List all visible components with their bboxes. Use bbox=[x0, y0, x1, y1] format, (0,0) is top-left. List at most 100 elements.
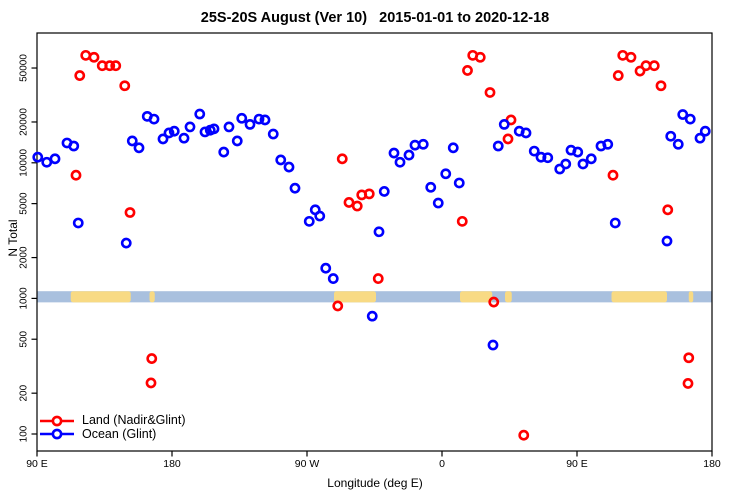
data-point-ocean bbox=[577, 158, 589, 170]
data-point-land bbox=[146, 353, 158, 364]
x-tick-label: 90 E bbox=[566, 458, 588, 470]
data-point-land bbox=[484, 87, 496, 98]
data-point-ocean bbox=[218, 146, 230, 158]
data-point-ocean bbox=[403, 149, 415, 161]
data-point-land bbox=[336, 153, 348, 165]
data-point-land bbox=[372, 273, 384, 284]
data-point-land bbox=[80, 49, 92, 61]
legend-circle bbox=[51, 428, 63, 440]
data-point-ocean bbox=[72, 217, 84, 229]
y-tick-label: 5000 bbox=[19, 192, 30, 215]
data-point-ocean bbox=[694, 132, 706, 144]
plot-border bbox=[36, 32, 713, 452]
data-point-ocean bbox=[498, 118, 510, 130]
data-point-ocean bbox=[388, 147, 400, 159]
data-point-land bbox=[124, 207, 136, 218]
y-tick-label: 2000 bbox=[19, 246, 30, 269]
data-point-land bbox=[683, 352, 695, 364]
legend-label-land: Land (Nadir&Glint) bbox=[82, 413, 186, 428]
y-tick-label: 50000 bbox=[19, 54, 30, 82]
data-point-land bbox=[363, 188, 375, 200]
data-point-land bbox=[351, 200, 363, 212]
y-tick-label: 100 bbox=[19, 425, 30, 442]
x-tick-label: 180 bbox=[703, 458, 721, 470]
data-point-ocean bbox=[409, 139, 421, 151]
data-point-ocean bbox=[447, 142, 459, 154]
data-point-ocean bbox=[528, 145, 540, 157]
data-point-ocean bbox=[327, 273, 339, 284]
data-point-land bbox=[625, 51, 637, 63]
data-point-ocean bbox=[542, 152, 554, 164]
data-point-land bbox=[474, 51, 486, 63]
ocean-legend-marker bbox=[39, 427, 75, 441]
data-point-land bbox=[648, 60, 660, 72]
map-strip-land bbox=[611, 291, 667, 303]
data-point-ocean bbox=[148, 113, 160, 125]
data-point-land bbox=[682, 378, 694, 389]
data-point-ocean bbox=[231, 135, 243, 147]
x-tick-label: 0 bbox=[439, 458, 445, 470]
data-point-land bbox=[74, 70, 86, 81]
data-point-ocean bbox=[535, 151, 547, 163]
y-tick-label: 500 bbox=[19, 330, 30, 347]
data-point-ocean bbox=[661, 235, 673, 247]
data-point-ocean bbox=[275, 154, 287, 166]
data-point-ocean bbox=[520, 127, 532, 139]
data-point-ocean bbox=[32, 151, 44, 163]
data-point-ocean bbox=[168, 125, 180, 137]
data-point-land bbox=[655, 80, 667, 92]
data-point-ocean bbox=[373, 226, 385, 238]
data-point-ocean bbox=[163, 127, 175, 139]
data-point-ocean bbox=[236, 112, 248, 124]
data-point-land bbox=[634, 65, 646, 77]
data-point-land bbox=[488, 296, 500, 308]
map-strip-land bbox=[505, 291, 512, 303]
data-point-ocean bbox=[120, 237, 132, 249]
data-point-ocean bbox=[453, 177, 465, 189]
data-point-ocean bbox=[283, 161, 295, 173]
map-strip-land bbox=[460, 291, 493, 303]
data-point-ocean bbox=[289, 182, 301, 194]
data-point-land bbox=[145, 377, 157, 389]
data-point-ocean bbox=[366, 310, 378, 322]
data-point-ocean bbox=[314, 210, 326, 222]
data-point-ocean bbox=[194, 108, 206, 120]
x-tick-label: 180 bbox=[163, 458, 181, 470]
data-point-ocean bbox=[665, 130, 677, 142]
data-point-ocean bbox=[602, 138, 614, 150]
data-point-ocean bbox=[440, 168, 452, 180]
data-point-ocean bbox=[492, 140, 504, 152]
data-point-ocean bbox=[244, 118, 256, 130]
data-point-land bbox=[332, 300, 344, 312]
map-strip-land bbox=[149, 291, 155, 303]
legend: Land (Nadir&Glint) Ocean (Glint) bbox=[39, 414, 186, 441]
data-point-ocean bbox=[609, 217, 621, 229]
map-strip-land bbox=[688, 291, 694, 303]
data-point-ocean bbox=[432, 197, 444, 209]
data-point-land bbox=[502, 133, 514, 145]
data-point-ocean bbox=[41, 156, 53, 168]
data-point-ocean bbox=[572, 146, 584, 158]
y-tick-label: 200 bbox=[19, 384, 30, 401]
data-point-ocean bbox=[126, 135, 138, 147]
x-tick-label: 90 E bbox=[26, 458, 48, 470]
data-point-ocean bbox=[199, 126, 211, 138]
data-point-land bbox=[70, 169, 82, 181]
data-point-ocean bbox=[425, 181, 437, 193]
data-point-land bbox=[119, 80, 131, 92]
map-strip-land bbox=[70, 291, 131, 303]
data-point-ocean bbox=[320, 262, 332, 274]
data-point-land bbox=[662, 204, 674, 216]
data-point-ocean bbox=[253, 113, 265, 125]
data-point-ocean bbox=[677, 109, 689, 120]
data-point-ocean bbox=[378, 186, 390, 197]
data-point-land bbox=[110, 60, 122, 72]
data-point-ocean bbox=[178, 132, 190, 144]
data-point-ocean bbox=[208, 123, 220, 135]
data-point-ocean bbox=[68, 140, 80, 152]
data-point-ocean bbox=[417, 138, 429, 150]
land-legend-marker bbox=[39, 414, 75, 428]
data-point-land bbox=[104, 60, 116, 72]
